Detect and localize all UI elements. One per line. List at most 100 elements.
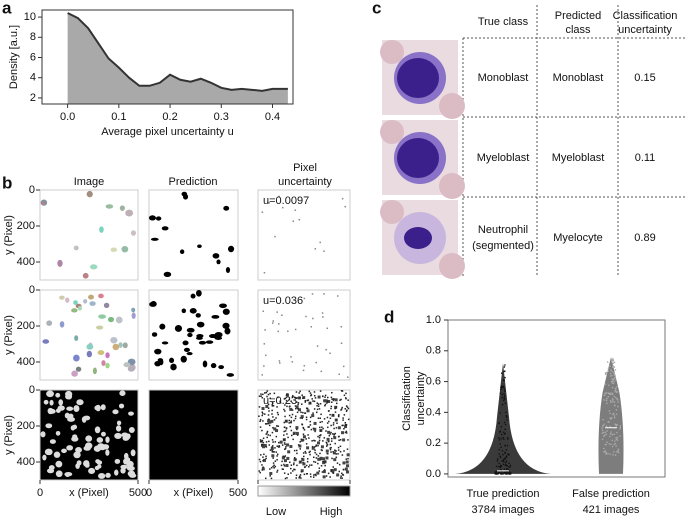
uncertainty-speck bbox=[299, 390, 301, 393]
uncertainty-speck bbox=[292, 431, 296, 435]
cell-blob bbox=[66, 392, 73, 400]
uncertainty-speck bbox=[322, 470, 326, 474]
uncertainty-speck bbox=[297, 403, 299, 406]
jitter-dot bbox=[611, 378, 613, 380]
uncertainty-speck bbox=[263, 443, 267, 447]
table-header: uncertainty bbox=[618, 24, 672, 36]
jitter-dot bbox=[607, 367, 610, 370]
uncertainty-speck bbox=[329, 447, 331, 449]
x-tick-sublabel: 421 images bbox=[583, 504, 640, 516]
uncertainty-speck bbox=[324, 396, 326, 398]
jitter-dot bbox=[503, 471, 506, 474]
uncertainty-speck bbox=[284, 410, 286, 412]
jitter-dot bbox=[616, 385, 618, 388]
uncertainty-speck bbox=[262, 456, 264, 458]
uncertainty-speck bbox=[306, 399, 308, 402]
uncertainty-speck bbox=[306, 409, 310, 413]
uncertainty-speck bbox=[262, 437, 265, 440]
uncertainty-speck bbox=[339, 450, 342, 453]
uncertainty-speck bbox=[318, 434, 321, 437]
cell-blob bbox=[110, 247, 118, 252]
x-axis-label: Average pixel uncertainty u bbox=[101, 126, 234, 138]
uncertainty-speck bbox=[295, 426, 299, 430]
uncertainty-speck bbox=[274, 447, 276, 449]
uncertainty-speck bbox=[320, 449, 323, 451]
image bbox=[148, 289, 239, 381]
jitter-dot bbox=[495, 465, 498, 468]
jitter-dot bbox=[603, 394, 606, 397]
jitter-dot bbox=[504, 376, 506, 379]
cell-blob bbox=[112, 343, 120, 351]
uncertainty-speck bbox=[300, 469, 304, 473]
uncertainty-speck bbox=[329, 352, 331, 355]
uncertainty-speck bbox=[265, 354, 267, 357]
uncertainty-speck bbox=[289, 461, 291, 464]
jitter-dot bbox=[618, 451, 620, 454]
jitter-dot bbox=[504, 472, 507, 475]
uncertainty-speck bbox=[327, 472, 330, 475]
cell-nucleus bbox=[397, 58, 439, 98]
cell-blob bbox=[83, 299, 88, 304]
y-axis-label: Classification bbox=[401, 366, 413, 431]
jitter-dot bbox=[498, 421, 500, 424]
uncertainty-speck bbox=[314, 397, 317, 399]
uncertainty-speck bbox=[271, 404, 273, 406]
jitter-dot bbox=[609, 433, 612, 435]
uncertainty-speck bbox=[301, 394, 303, 396]
uncertainty-speck bbox=[324, 404, 326, 407]
uncertainty-speck bbox=[313, 421, 317, 425]
cell-blob bbox=[74, 335, 79, 341]
uncertainty-speck bbox=[264, 329, 266, 331]
uncertainty-speck bbox=[290, 434, 293, 437]
mask-blob bbox=[155, 216, 162, 221]
uncertainty-speck bbox=[290, 467, 292, 470]
cell-blob bbox=[126, 433, 131, 439]
uncertainty-speck bbox=[271, 446, 273, 448]
mask-blob bbox=[163, 271, 172, 278]
panel-letter: b bbox=[2, 173, 12, 192]
jitter-dot bbox=[612, 399, 614, 401]
table-cell: Myelocyte bbox=[553, 232, 603, 244]
jitter-dot bbox=[497, 471, 500, 474]
uncertainty-speck bbox=[275, 451, 278, 453]
uncertainty-speck bbox=[259, 418, 262, 421]
uncertainty-speck bbox=[340, 409, 342, 411]
uncertainty-speck bbox=[317, 444, 319, 447]
uncertainty-speck bbox=[281, 460, 283, 463]
jitter-dot bbox=[504, 423, 507, 426]
jitter-dot bbox=[616, 391, 619, 393]
jitter-dot bbox=[508, 462, 510, 465]
mask-blob bbox=[198, 340, 207, 345]
uncertainty-speck bbox=[268, 202, 270, 204]
y-tick-label: 400 bbox=[17, 256, 35, 268]
uncertainty-speck bbox=[303, 473, 306, 476]
jitter-dot bbox=[614, 440, 616, 442]
uncertainty-speck bbox=[300, 438, 303, 441]
mask-blob bbox=[161, 226, 169, 231]
jitter-dot bbox=[604, 450, 607, 452]
image-background bbox=[39, 189, 139, 281]
cell-blob bbox=[57, 259, 63, 267]
uncertainty-speck bbox=[338, 414, 340, 416]
jitter-dot bbox=[611, 400, 614, 403]
uncertainty-speck bbox=[282, 468, 284, 471]
uncertainty-speck bbox=[284, 397, 287, 400]
uncertainty-speck bbox=[310, 428, 313, 431]
y-tick-label: 200 bbox=[17, 420, 35, 432]
uncertainty-speck bbox=[337, 449, 340, 451]
jitter-dot bbox=[502, 431, 505, 434]
cell-blob bbox=[130, 449, 136, 457]
uncertainty-speck bbox=[341, 431, 345, 435]
cell-blob bbox=[126, 465, 135, 471]
cell-blob bbox=[105, 472, 111, 478]
mask-blob bbox=[181, 308, 187, 314]
cell-blob bbox=[121, 245, 129, 253]
uncertainty-speck bbox=[312, 456, 315, 459]
uncertainty-speck bbox=[299, 448, 301, 450]
uncertainty-speck bbox=[300, 415, 304, 419]
mask-blob bbox=[197, 244, 202, 249]
jitter-dot bbox=[605, 425, 608, 428]
jitter-dot bbox=[501, 393, 504, 396]
uncertainty-speck bbox=[269, 449, 272, 451]
cell-blob bbox=[55, 392, 61, 398]
